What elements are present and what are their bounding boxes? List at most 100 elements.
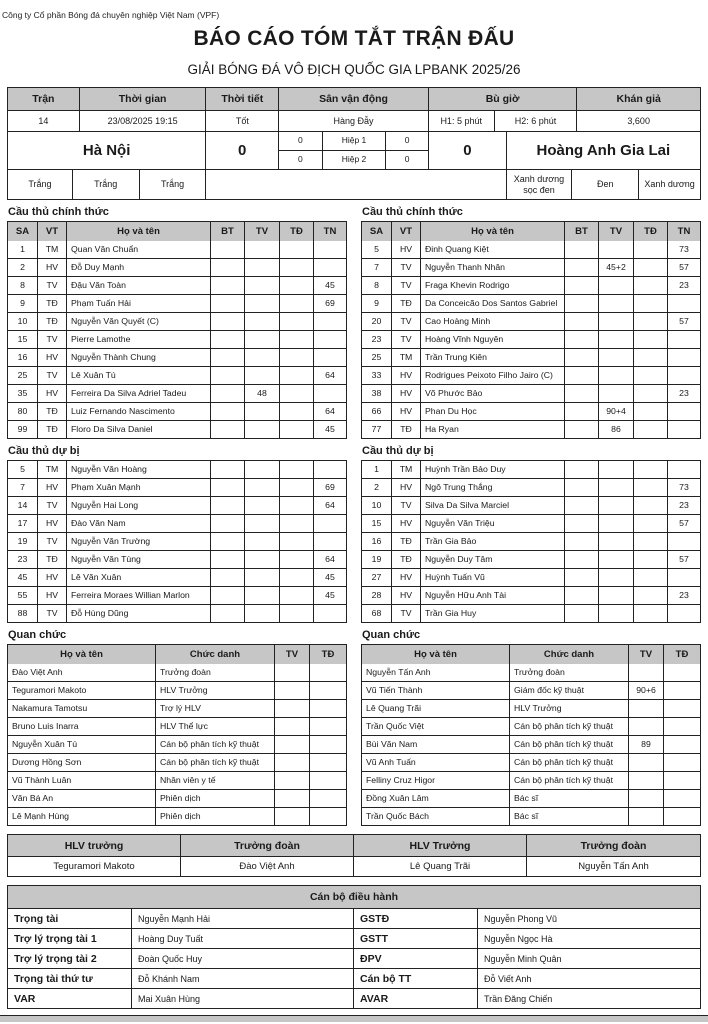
player-red-card-cell (280, 241, 314, 258)
official-row: Bruno Luis Inarra HLV Thể lực (8, 717, 346, 735)
player-yellow-card-cell (245, 551, 280, 568)
official-role-cell: Cán bộ phân tích kỹ thuật (156, 754, 275, 771)
player-red-card-cell (280, 533, 314, 550)
player-name-cell: Đinh Quang Kiệt (421, 241, 565, 258)
away-team-name: Hoàng Anh Gia Lai (536, 141, 671, 159)
col-tv: TV (245, 222, 280, 241)
official-role-cell: HLV Trưởng (510, 700, 629, 717)
player-substitution-cell (314, 385, 346, 402)
official-yellow-card-cell (275, 682, 310, 699)
official-red-card-cell (310, 718, 346, 735)
official-role-cell: Trợ lý HLV (156, 700, 275, 717)
home-leader-name: Đào Việt Anh (181, 857, 354, 876)
player-goals-cell (565, 277, 599, 294)
player-yellow-card-cell (599, 313, 634, 330)
official-row: Vũ Tiến Thành Giám đốc kỹ thuật 90+6 (362, 681, 700, 699)
official-role-cell: HLV Trưởng (156, 682, 275, 699)
player-yellow-card-cell (245, 349, 280, 366)
official-yellow-card-cell (629, 718, 664, 735)
player-number-cell: 28 (362, 587, 392, 604)
player-red-card-cell (634, 331, 668, 348)
player-red-card-cell (280, 605, 314, 622)
player-red-card-cell (280, 331, 314, 348)
player-name-cell: Phạm Tuấn Hải (67, 295, 211, 312)
player-position-cell: TV (38, 331, 67, 348)
player-substitution-cell: 73 (679, 482, 689, 493)
away-subs-table: 1 TM Huỳnh Trần Bảo Duy 2 HV Ngô (361, 460, 701, 623)
official-red-card-cell (664, 682, 700, 699)
executive-role-label: Trọng tài (8, 909, 132, 928)
official-name-cell: Trần Quốc Bách (362, 808, 510, 825)
player-yellow-card-cell (599, 497, 634, 514)
player-position-cell: HV (392, 515, 421, 532)
official-yellow-card-cell (275, 664, 310, 681)
executive-name: Hoàng Duy Tuất (132, 929, 354, 948)
official-row: Vũ Thành Luân Nhân viên y tế (8, 771, 346, 789)
player-row: 2 HV Ngô Trung Thắng 73 (362, 478, 700, 496)
player-number-cell: 27 (362, 569, 392, 586)
player-name-cell: Phạm Xuân Mạnh (67, 479, 211, 496)
official-role-cell: Cán bộ phân tích kỹ thuật (510, 772, 629, 789)
player-goals-cell (565, 349, 599, 366)
player-number-cell: 7 (8, 479, 38, 496)
player-position-cell: HV (38, 479, 67, 496)
player-position-cell: HV (392, 385, 421, 402)
player-number-cell: 23 (8, 551, 38, 568)
player-goals-cell (565, 479, 599, 496)
player-goals-cell (211, 497, 245, 514)
player-red-card-cell (280, 551, 314, 568)
player-position-cell: TV (38, 367, 67, 384)
coaches-leaders-table: HLV trưởng Trưởng đoàn HLV Trưởng Trưởng… (7, 834, 701, 877)
executive-name: Nguyễn Phong Vũ (484, 913, 558, 924)
player-name-cell: Fraga Khevin Rodrigo (421, 277, 565, 294)
player-red-card-cell (634, 461, 668, 478)
player-row: 5 TM Nguyễn Văn Hoàng (8, 461, 346, 478)
player-name-cell: Floro Da Silva Daniel (67, 421, 211, 438)
player-goals-cell (211, 569, 245, 586)
executive-role-label: AVAR (354, 989, 478, 1008)
player-position-cell: HV (38, 587, 67, 604)
official-yellow-card-cell: 90+6 (629, 682, 664, 699)
official-role-cell: Bác sĩ (510, 808, 629, 825)
player-goals-cell (211, 515, 245, 532)
official-row: Lê Quang Trãi HLV Trưởng (362, 699, 700, 717)
player-position-cell: TV (392, 605, 421, 622)
extra-time-h1: H1: 5 phút (429, 111, 495, 131)
away-officials-table: Họ và tên Chức danh TV TĐ Nguyễn Tấn Anh… (361, 644, 701, 826)
player-name-cell: Hoàng Vĩnh Nguyên (421, 331, 565, 348)
player-position-cell: HV (38, 515, 67, 532)
tournament-name: GIẢI BÓNG ĐÁ VÔ ĐỊCH QUỐC GIA LPBANK 202… (187, 62, 521, 77)
player-goals-cell (211, 313, 245, 330)
player-name-cell: Võ Phước Bảo (421, 385, 565, 402)
player-yellow-card-cell (245, 295, 280, 312)
player-position-cell: HV (38, 569, 67, 586)
player-substitution-cell: 57 (679, 316, 689, 327)
home-leader-label: Trưởng đoàn (181, 835, 354, 856)
player-position-cell: TV (392, 259, 421, 276)
player-yellow-card-cell: 86 (599, 421, 634, 438)
col-vt: VT (38, 222, 67, 241)
player-red-card-cell (634, 421, 668, 438)
official-row: Nakamura Tamotsu Trợ lý HLV (8, 699, 346, 717)
player-row: 25 TV Lê Xuân Tú 64 (8, 366, 346, 384)
player-name-cell: Ngô Trung Thắng (421, 479, 565, 496)
official-red-card-cell (310, 754, 346, 771)
col-header-match: Trận (8, 88, 80, 110)
player-position-cell: HV (392, 241, 421, 258)
player-goals-cell (211, 259, 245, 276)
player-number-cell: 7 (362, 259, 392, 276)
player-row: 10 TV Silva Da Silva Marciel 23 (362, 496, 700, 514)
player-row: 35 HV Ferreira Da Silva Adriel Tadeu 48 (8, 384, 346, 402)
player-row: 10 TĐ Nguyễn Văn Quyết (C) (8, 312, 346, 330)
player-name-cell: Đào Văn Nam (67, 515, 211, 532)
half1-home-score: 0 (279, 132, 323, 151)
home-starting-column: Cầu thủ chính thức SA VT Họ và tên BT TV… (7, 200, 347, 826)
player-red-card-cell (634, 277, 668, 294)
official-red-card-cell (664, 772, 700, 789)
away-kit-shorts: Đen (572, 170, 640, 199)
halves-mini-table: 0 Hiệp 1 0 0 Hiệp 2 0 (279, 132, 429, 169)
player-row: 8 TV Fraga Khevin Rodrigo 23 (362, 276, 700, 294)
player-row: 15 TV Pierre Lamothe (8, 330, 346, 348)
player-position-cell: TĐ (392, 295, 421, 312)
player-name-cell: Nguyễn Thành Chung (67, 349, 211, 366)
